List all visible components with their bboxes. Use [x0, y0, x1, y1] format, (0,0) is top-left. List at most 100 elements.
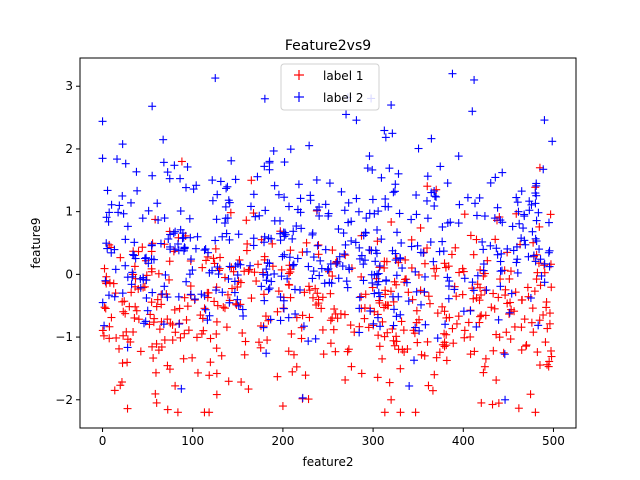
data-point-label-1	[442, 356, 451, 365]
data-point-label-2	[267, 234, 276, 243]
data-point-label-2	[388, 246, 397, 255]
data-point-label-2	[351, 238, 360, 247]
data-point-label-2	[396, 253, 405, 262]
data-point-label-1	[487, 303, 496, 312]
data-point-label-2	[276, 293, 285, 302]
data-point-label-2	[423, 172, 432, 181]
data-point-label-2	[468, 278, 477, 287]
data-point-label-1	[543, 360, 552, 369]
y-tick-label: 1	[65, 205, 73, 219]
data-point-label-1	[489, 346, 498, 355]
data-point-label-1	[292, 313, 301, 322]
data-point-label-1	[305, 313, 314, 322]
data-point-label-2	[197, 290, 206, 299]
data-point-label-2	[498, 168, 507, 177]
data-point-label-2	[160, 214, 169, 223]
data-point-label-2	[218, 232, 227, 241]
data-point-label-2	[260, 238, 269, 247]
data-point-label-2	[315, 211, 324, 220]
data-point-label-1	[240, 267, 249, 276]
data-point-label-2	[309, 267, 318, 276]
data-point-label-2	[472, 211, 481, 220]
data-point-label-1	[173, 408, 182, 417]
data-point-label-1	[506, 335, 515, 344]
data-point-label-2	[276, 229, 285, 238]
data-point-label-2	[389, 188, 398, 197]
data-point-label-2	[187, 255, 196, 264]
data-point-label-2	[371, 257, 380, 266]
data-point-label-2	[333, 257, 342, 266]
data-point-label-2	[497, 249, 506, 258]
data-point-label-2	[479, 245, 488, 254]
data-point-label-1	[311, 284, 320, 293]
data-point-label-1	[547, 283, 556, 292]
x-tick-label: 0	[99, 434, 107, 448]
data-point-label-2	[355, 304, 364, 313]
data-point-label-1	[535, 163, 544, 172]
data-point-label-2	[311, 334, 320, 343]
data-point-label-1	[226, 208, 235, 217]
data-point-label-1	[149, 318, 158, 327]
data-point-label-2	[185, 214, 194, 223]
data-point-label-1	[117, 378, 126, 387]
data-point-label-2	[397, 238, 406, 247]
data-point-label-2	[344, 198, 353, 207]
data-point-label-2	[128, 272, 137, 281]
data-point-label-1	[151, 368, 160, 377]
data-point-label-2	[395, 209, 404, 218]
data-point-label-1	[213, 301, 222, 310]
data-point-label-2	[113, 155, 122, 164]
y-axis-label: feature9	[29, 218, 43, 269]
data-point-label-1	[249, 209, 258, 218]
data-point-label-1	[256, 343, 265, 352]
data-point-label-1	[318, 325, 327, 334]
data-point-label-1	[488, 400, 497, 409]
data-point-label-2	[201, 305, 210, 314]
data-point-label-2	[166, 230, 175, 239]
data-point-label-2	[265, 165, 274, 174]
data-point-label-2	[132, 167, 141, 176]
data-point-label-1	[373, 237, 382, 246]
data-point-label-2	[402, 278, 411, 287]
y-tick-label: −1	[55, 330, 73, 344]
data-point-label-2	[376, 292, 385, 301]
data-point-label-1	[476, 265, 485, 274]
data-point-label-2	[277, 272, 286, 281]
data-point-label-2	[412, 287, 421, 296]
data-point-label-2	[411, 323, 420, 332]
data-point-label-1	[472, 235, 481, 244]
data-point-label-1	[286, 246, 295, 255]
data-point-label-1	[205, 371, 214, 380]
data-point-label-2	[283, 274, 292, 283]
data-point-label-1	[440, 307, 449, 316]
data-point-label-1	[466, 332, 475, 341]
data-point-label-1	[130, 262, 139, 271]
data-point-label-1	[171, 328, 180, 337]
data-point-label-2	[234, 301, 243, 310]
data-point-label-2	[362, 214, 371, 223]
data-point-label-2	[185, 270, 194, 279]
legend-marker-label-1	[294, 70, 304, 80]
data-point-label-1	[490, 304, 499, 313]
data-point-label-1	[430, 370, 439, 379]
data-point-label-2	[419, 248, 428, 257]
data-point-label-1	[129, 327, 138, 336]
data-point-label-1	[284, 269, 293, 278]
data-point-label-1	[445, 313, 454, 322]
data-point-label-2	[445, 277, 454, 286]
data-point-label-1	[357, 369, 366, 378]
data-point-label-2	[127, 280, 136, 289]
data-point-label-2	[238, 305, 247, 314]
data-point-label-2	[107, 200, 116, 209]
data-point-label-2	[410, 356, 419, 365]
data-point-label-2	[233, 271, 242, 280]
data-point-label-2	[225, 298, 234, 307]
data-point-label-2	[208, 176, 217, 185]
data-point-label-2	[142, 276, 151, 285]
data-point-label-2	[285, 253, 294, 262]
data-point-label-1	[292, 362, 301, 371]
data-point-label-1	[357, 292, 366, 301]
data-point-label-2	[286, 145, 295, 154]
data-point-label-2	[164, 235, 173, 244]
data-point-label-2	[218, 288, 227, 297]
